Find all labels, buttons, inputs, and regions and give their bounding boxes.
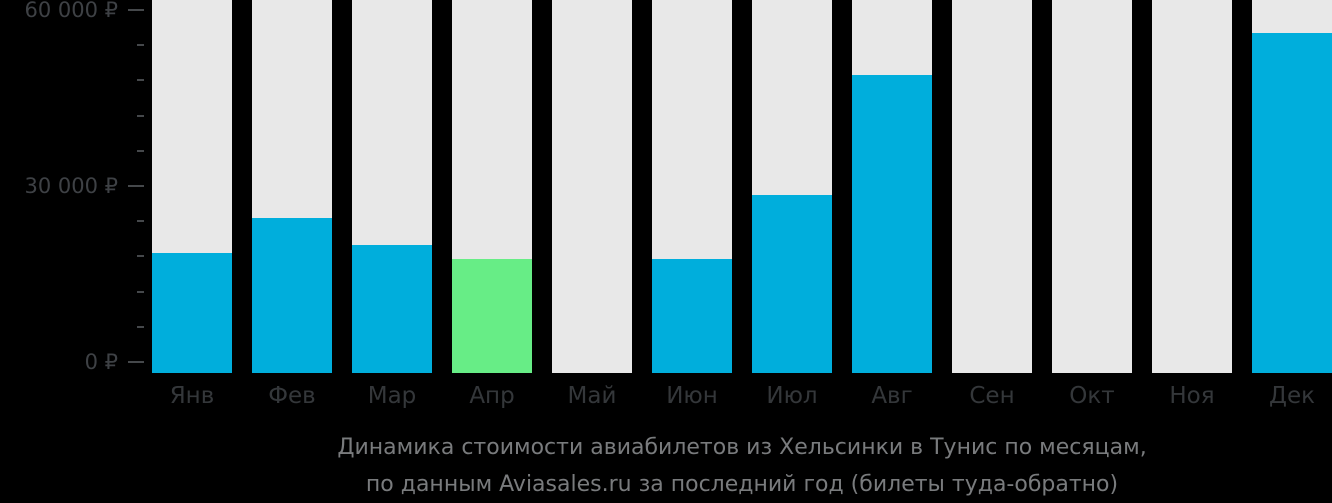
- x-tick-label: Окт: [1069, 383, 1115, 409]
- column-background: [952, 0, 1032, 373]
- bar-column: [852, 0, 932, 373]
- y-tick-minor: [137, 220, 144, 223]
- bar-column: [452, 0, 532, 373]
- y-tick-minor: [137, 44, 144, 47]
- x-tick-label: Янв: [169, 383, 215, 409]
- y-tick-minor: [137, 79, 144, 82]
- x-tick-label: Май: [567, 383, 617, 409]
- bar-column: [1252, 0, 1332, 373]
- bar-column: [1052, 0, 1132, 373]
- x-tick-label: Ноя: [1169, 383, 1215, 409]
- bar: [1252, 33, 1332, 373]
- bar: [752, 195, 832, 373]
- y-tick-label: 0 ₽: [84, 350, 118, 374]
- y-tick-minor: [137, 149, 144, 152]
- bar: [252, 218, 332, 373]
- y-tick-label: 30 000 ₽: [24, 174, 118, 198]
- x-tick-label: Мар: [367, 383, 417, 409]
- y-tick-minor: [137, 325, 144, 328]
- bar-column: [352, 0, 432, 373]
- y-tick-minor: [137, 290, 144, 293]
- bar-column: [152, 0, 232, 373]
- y-tick-major: [128, 185, 144, 187]
- x-tick-label: Авг: [871, 383, 913, 409]
- y-tick-label: 60 000 ₽: [24, 0, 118, 22]
- y-tick-minor: [137, 114, 144, 117]
- bar-highlighted: [452, 259, 532, 373]
- bar-column: [1152, 0, 1232, 373]
- chart-title: Динамика стоимости авиабилетов из Хельси…: [152, 429, 1332, 503]
- bar: [852, 75, 932, 373]
- bar-column: [652, 0, 732, 373]
- column-background: [552, 0, 632, 373]
- bar-column: [552, 0, 632, 373]
- bar-column: [952, 0, 1032, 373]
- chart-title-line1: Динамика стоимости авиабилетов из Хельси…: [337, 435, 1147, 460]
- column-background: [1052, 0, 1132, 373]
- bar-column: [252, 0, 332, 373]
- x-tick-label: Июл: [766, 383, 818, 409]
- x-tick-label: Сен: [969, 383, 1015, 409]
- x-tick-label: Июн: [666, 383, 718, 409]
- bar: [152, 253, 232, 373]
- bar-column: [752, 0, 832, 373]
- column-background: [1152, 0, 1232, 373]
- bar: [652, 259, 732, 373]
- y-tick-minor: [137, 255, 144, 258]
- chart-title-line2: по данным Aviasales.ru за последний год …: [365, 472, 1119, 497]
- bar: [352, 245, 432, 373]
- x-tick-label: Дек: [1268, 383, 1315, 409]
- x-tick-label: Фев: [268, 383, 316, 409]
- y-tick-major: [128, 9, 144, 11]
- y-tick-major: [128, 361, 144, 363]
- x-tick-label: Апр: [469, 383, 515, 409]
